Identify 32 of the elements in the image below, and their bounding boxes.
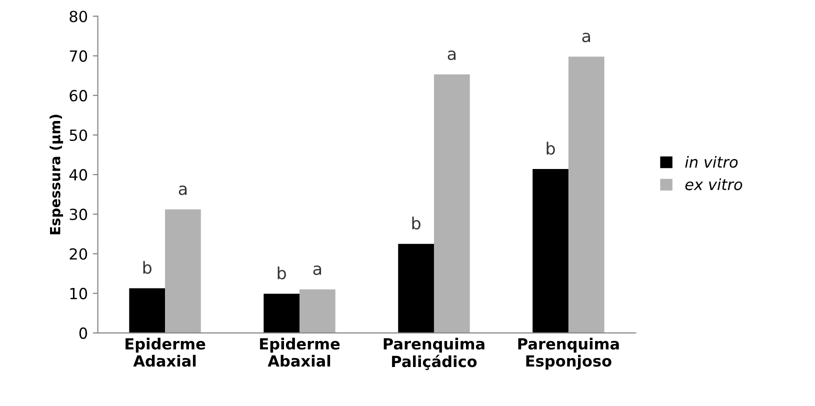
data-label: b — [143, 260, 152, 274]
y-tick-label: 40 — [69, 169, 88, 181]
legend-label: ex vitro — [685, 178, 742, 190]
data-label: b — [278, 266, 286, 280]
data-label: b — [412, 216, 420, 230]
x-tick-label: Epiderme Abaxial — [260, 338, 340, 367]
y-tick-label: 50 — [70, 129, 88, 142]
data-label: a — [448, 50, 456, 60]
y-tick-label: 0 — [79, 327, 88, 339]
data-label: a — [178, 186, 187, 196]
y-tick-label: 20 — [70, 248, 88, 260]
y-axis-title: Espessura (µm) — [50, 114, 64, 234]
x-tick-label: Parenquima Paliçádico — [384, 338, 484, 370]
bar — [398, 244, 434, 333]
legend-label: in vitro — [685, 156, 738, 168]
y-tick-label: 30 — [70, 208, 88, 220]
data-label: a — [313, 265, 322, 276]
bar — [129, 288, 166, 333]
bar — [568, 56, 604, 333]
bar — [165, 209, 201, 333]
x-tick-label: Epiderme Adaxial — [126, 338, 206, 367]
bar — [300, 289, 336, 333]
bar — [264, 294, 300, 333]
data-label: a — [582, 32, 590, 42]
bar — [434, 74, 470, 333]
data-label: b — [546, 142, 555, 155]
y-tick-label: 60 — [70, 90, 88, 102]
y-tick-label: 70 — [70, 50, 88, 62]
y-tick-label: 10 — [70, 288, 88, 300]
y-tick-label: 80 — [70, 10, 88, 22]
x-tick-label: Parenquima Esponjoso — [518, 338, 619, 370]
bar — [532, 169, 568, 333]
